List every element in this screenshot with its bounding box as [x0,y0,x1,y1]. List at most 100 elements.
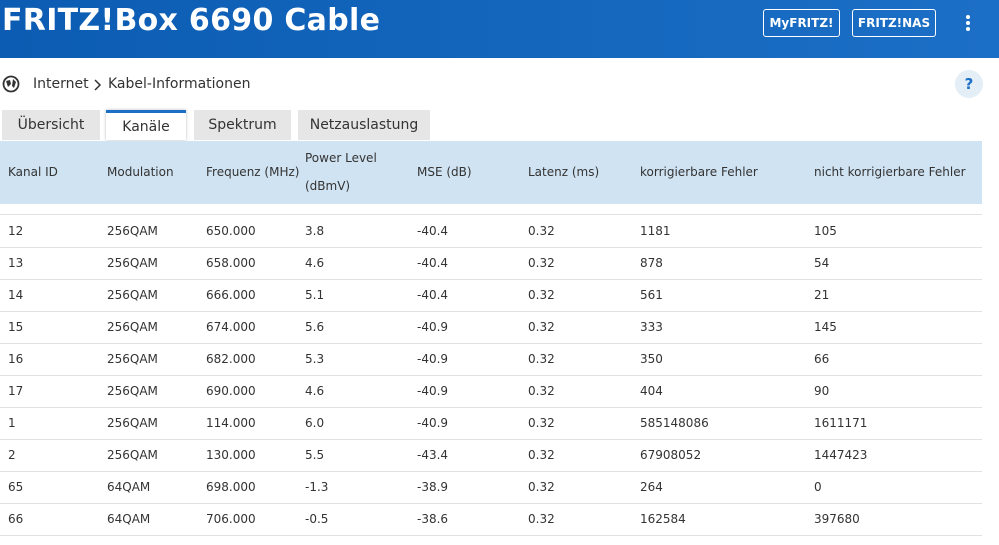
column-header: Power Level (dBmV) [305,151,377,193]
table-cell: 3.8 [305,224,325,238]
table-cell: 0.32 [528,480,555,494]
table-cell: 256QAM [107,288,158,302]
help-button[interactable]: ? [955,70,983,98]
tab[interactable]: Spektrum [194,110,291,140]
table-cell: 561 [640,288,663,302]
breadcrumb-item[interactable]: Internet [33,76,89,92]
table-cell: 658.000 [206,256,256,270]
table-cell: 4.6 [305,384,325,398]
table-cell: 162584 [640,512,686,526]
table-header: Kanal ID Modulation Frequenz (MHz) Power Le… [0,141,982,204]
fritznas-button[interactable]: FRITZ!NAS [852,9,936,37]
table-cell: 256QAM [107,224,158,238]
table-cell: 706.000 [206,512,256,526]
menu-icon[interactable] [964,14,972,32]
table-cell: 585148086 [640,416,709,430]
table-row: 13 256QAM 658.000 4.6 -40.4 0.32 878 54 [0,247,982,280]
header-bar: FRITZ!Box 6690 Cable MyFRITZ! FRITZ!NAS [0,0,999,58]
table-row: 2 256QAM 130.000 5.5 -43.4 0.32 67908052 144742… [0,439,982,472]
column-header: Frequenz (MHz) [206,165,300,179]
table-cell: 5.1 [305,288,325,302]
table-cell: 2 [8,448,16,462]
table-cell: 404 [640,384,663,398]
column-header: Modulation [107,165,174,179]
table-cell: 0.32 [528,352,555,366]
table-cell: 1181 [640,224,671,238]
table-cell: -40.9 [417,352,449,366]
table-cell: 130.000 [206,448,256,462]
table-cell: 13 [8,256,24,270]
breadcrumb-chevron [94,79,102,91]
table-cell: 114.000 [206,416,256,430]
table-cell: 64QAM [107,480,151,494]
table-cell: 666.000 [206,288,256,302]
table-cell: 256QAM [107,448,158,462]
table-cell: 1611171 [814,416,868,430]
table-row: 1 256QAM 114.000 6.0 -40.9 0.32 585148086 16111… [0,407,982,440]
table-cell: 0.32 [528,224,555,238]
table-cell: -43.4 [417,448,449,462]
table-cell: 66 [8,512,24,526]
breadcrumb-item: Kabel-Informationen [108,76,251,92]
table-cell: 64QAM [107,512,151,526]
column-header: korrigierbare Fehler [640,165,758,179]
table-cell: 5.3 [305,352,325,366]
table-cell: 256QAM [107,320,158,334]
table-cell: 0.32 [528,448,555,462]
table-cell: 66 [814,352,830,366]
table-cell: 65 [8,480,24,494]
table-cell: -0.5 [305,512,329,526]
table-cell: 0.32 [528,256,555,270]
table-cell: 4.6 [305,256,325,270]
table-cell: -40.4 [417,288,449,302]
column-header: Latenz (ms) [528,165,600,179]
table-cell: 0.32 [528,384,555,398]
table-cell: 397680 [814,512,860,526]
table-cell: 54 [814,256,830,270]
table-cell: 16 [8,352,24,366]
table-cell: -38.6 [417,512,449,526]
table-cell: -1.3 [305,480,329,494]
table-row: 65 64QAM 698.000 -1.3 -38.9 0.32 264 0 [0,471,982,504]
tab[interactable]: Netzauslastung [298,110,430,140]
table-cell: 878 [640,256,663,270]
table-cell: 14 [8,288,24,302]
table-cell: 145 [814,320,837,334]
table-cell: 0 [814,480,822,494]
table-cell: 1447423 [814,448,868,462]
table-cell: 674.000 [206,320,256,334]
table-cell: 0.32 [528,320,555,334]
table-cell: -40.9 [417,384,449,398]
table-cell: 17 [8,384,24,398]
column-header: nicht korrigierbare Fehler [814,165,966,179]
table-cell: 690.000 [206,384,256,398]
table-cell: 256QAM [107,416,158,430]
table-cell: -40.9 [417,416,449,430]
table-row: 14 256QAM 666.000 5.1 -40.4 0.32 561 21 [0,279,982,312]
table-row: 17 256QAM 690.000 4.6 -40.9 0.32 404 90 [0,375,982,408]
table-cell: 256QAM [107,384,158,398]
table-cell: 21 [814,288,830,302]
table-cell: 350 [640,352,663,366]
tab[interactable]: Übersicht [2,110,100,140]
myfritz-button[interactable]: MyFRITZ! [763,9,840,37]
table-cell: 264 [640,480,663,494]
table-cell: 0.32 [528,288,555,302]
table-cell: 15 [8,320,24,334]
table-cell: 256QAM [107,352,158,366]
table-cell: -40.4 [417,256,449,270]
table-cell: -40.4 [417,224,449,238]
table-row: 66 64QAM 706.000 -0.5 -38.6 0.32 162584 397680 [0,503,982,536]
tab[interactable]: Kanäle [106,110,186,140]
table-cell: 0.32 [528,416,555,430]
table-cell: 5.5 [305,448,325,462]
table-cell: 682.000 [206,352,256,366]
table-cell: 67908052 [640,448,702,462]
column-header: Kanal ID [8,165,58,179]
table-cell: 333 [640,320,663,334]
app-title: FRITZ!Box 6690 Cable [2,3,381,38]
column-header: MSE (dB) [417,165,472,179]
table-cell: 105 [814,224,837,238]
